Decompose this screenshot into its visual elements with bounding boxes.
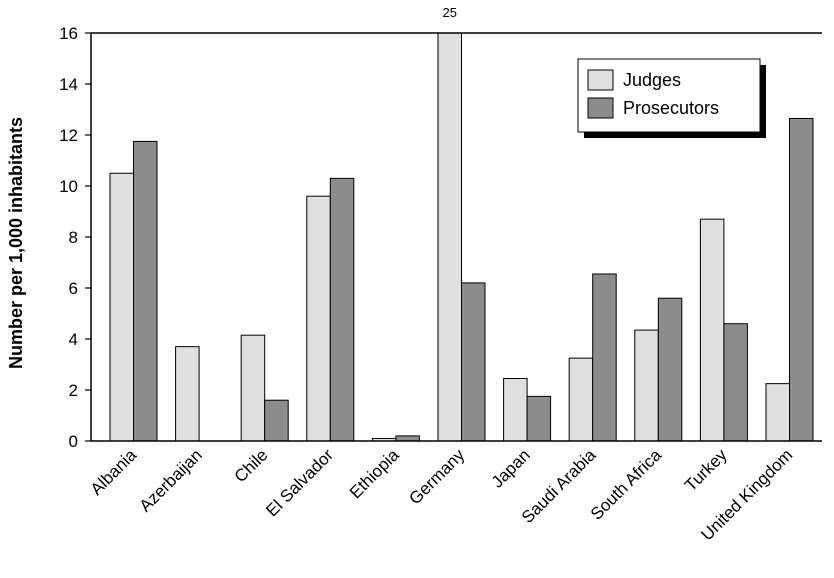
bar-prosecutors-japan	[526, 395, 552, 442]
bar-judges-turkey	[699, 218, 725, 442]
x-tick-label: Albania	[87, 445, 141, 499]
bar-judges-el-salvador	[306, 195, 331, 442]
legend-label-prosecutors: Prosecutors	[623, 98, 719, 118]
bar-prosecutors-turkey	[723, 323, 748, 442]
y-tick-label: 14	[59, 75, 78, 94]
x-tick-label: Germany	[405, 445, 468, 508]
bar-judges-albania	[109, 172, 134, 442]
legend-label-judges: Judges	[623, 70, 681, 90]
bar-value-label: 25	[443, 5, 457, 20]
bar-prosecutors-saudi-arabia	[592, 273, 617, 442]
legend-swatch-judges	[587, 69, 614, 91]
y-tick-label: 12	[59, 126, 78, 145]
bar-judges-chile	[240, 334, 266, 442]
x-tick-label: Japan	[488, 445, 534, 491]
bar-judges-saudi-arabia	[568, 357, 594, 442]
bar-prosecutors-albania	[133, 140, 158, 442]
bar-judges-south-africa	[634, 329, 659, 442]
bar-judges-germany	[437, 32, 462, 442]
legend-swatch-prosecutors	[587, 97, 614, 119]
y-tick-label: 6	[69, 279, 78, 298]
x-tick-label: Turkey	[681, 445, 731, 495]
bar-judges-japan	[503, 378, 528, 442]
y-tick-label: 10	[59, 177, 78, 196]
bar-prosecutors-germany	[461, 282, 486, 442]
bar-judges-azerbaijan	[175, 346, 200, 442]
y-tick-label: 2	[69, 381, 78, 400]
x-tick-label: Chile	[231, 445, 272, 486]
y-tick-label: 4	[69, 330, 78, 349]
x-tick-label: South Africa	[587, 445, 666, 524]
bar-prosecutors-el-salvador	[329, 177, 355, 442]
bar-prosecutors-chile	[264, 399, 289, 442]
x-tick-label: Azerbaijan	[136, 445, 206, 515]
bar-judges-united-kingdom	[765, 383, 790, 442]
y-axis-label: Number per 1,000 inhabitants	[6, 117, 26, 369]
y-tick-label: 0	[69, 432, 78, 451]
x-tick-label: El Salvador	[262, 445, 337, 520]
bar-prosecutors-ethiopia	[395, 435, 420, 442]
bar-prosecutors-south-africa	[657, 297, 683, 442]
x-tick-label: Ethiopia	[346, 445, 403, 502]
y-tick-label: 16	[59, 24, 78, 43]
y-tick-label: 8	[69, 228, 78, 247]
bar-prosecutors-united-kingdom	[789, 117, 814, 442]
